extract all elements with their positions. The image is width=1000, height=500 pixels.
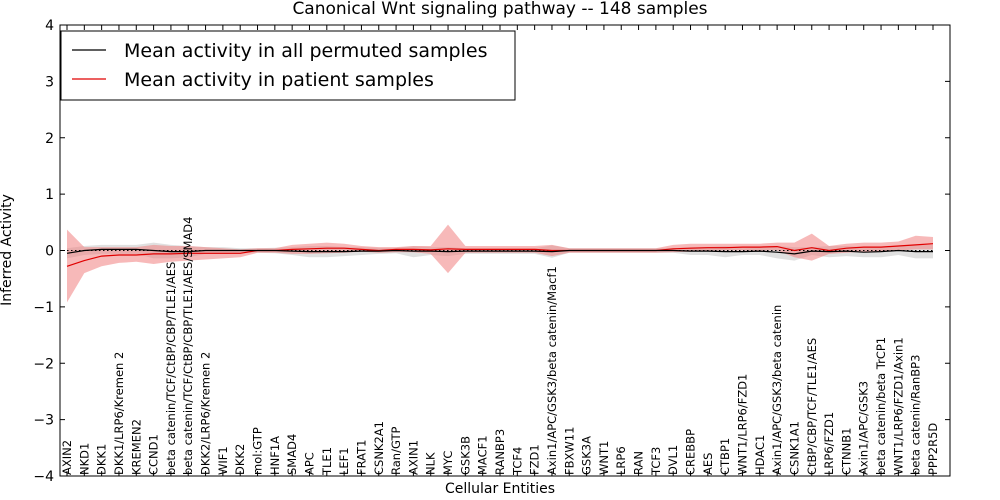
- legend-box: [60, 30, 516, 101]
- x-tick-label: SMAD4: [285, 434, 299, 475]
- x-tick-label: CCND1: [147, 434, 161, 475]
- x-tick-label: HDAC1: [753, 435, 767, 475]
- x-tick-label: CSNK2A1: [372, 421, 386, 475]
- y-tick-label: −3: [33, 413, 54, 429]
- band-series-1: [67, 224, 933, 303]
- y-tick-label: −4: [33, 469, 54, 485]
- x-tick-label: beta catenin/beta TrCP1: [874, 337, 888, 475]
- line-series-1: [66, 243, 934, 267]
- series-lines: [66, 243, 934, 267]
- x-tick-label: GSK3A: [580, 436, 594, 475]
- x-tick-label: WNT1: [597, 441, 611, 475]
- x-tick-label: FRAT1: [354, 440, 368, 475]
- x-tick-label: DKK2: [233, 444, 247, 475]
- y-tick-label: −2: [33, 356, 54, 372]
- x-tick-label: LRP6/FZD1: [822, 412, 836, 475]
- x-tick-label: AXIN1: [406, 440, 420, 475]
- x-tick-label: NLK: [424, 452, 438, 475]
- x-tick-label: CREBBP: [684, 429, 698, 475]
- x-tick-label: Axin1/APC/GSK3: [857, 381, 871, 475]
- x-tick-label: mol:GTP: [251, 427, 265, 475]
- y-tick-label: 2: [45, 131, 54, 147]
- y-tick-label: 4: [45, 18, 54, 34]
- x-tick-label: WNT1/LRP6/FZD1: [736, 374, 750, 475]
- x-tick-label: PPP2R5D: [926, 423, 940, 475]
- x-tick-label: TCF4: [510, 447, 524, 476]
- y-ticks: 4 3 2 1 0 −1 −2 −3 −4: [33, 18, 950, 485]
- line-series-0: [66, 248, 933, 255]
- x-tick-label: WIF1: [216, 446, 230, 475]
- y-axis-label: Inferred Activity: [0, 194, 15, 306]
- y-tick-label: 3: [45, 74, 54, 90]
- x-tick-label: GSK3B: [458, 436, 472, 475]
- x-tick-label: LRP6: [614, 446, 628, 475]
- x-tick-label: beta catenin/RanBP3: [909, 355, 923, 475]
- x-tick-label: AES: [701, 453, 715, 475]
- y-tick-label: −1: [33, 300, 54, 316]
- x-tick-label: CTBP1: [718, 438, 732, 475]
- x-tick-label: MACF1: [476, 435, 490, 475]
- x-tick-label: TLE1: [320, 447, 334, 476]
- x-tick-label: APC: [303, 452, 317, 475]
- x-tick-label: RAN: [632, 451, 646, 475]
- x-tick-label: KREMEN2: [129, 419, 143, 475]
- legend: Mean activity in all permuted samples Me…: [60, 30, 516, 101]
- x-tick-label: AXIN2: [60, 440, 74, 475]
- x-tick-label: beta catenin/TCF/CtBP/CBP/TLE1/AES: [164, 262, 178, 475]
- x-tick-label: NKD1: [77, 443, 91, 475]
- x-tick-label: Ran/GTP: [389, 427, 403, 475]
- chart-title: Canonical Wnt signaling pathway -- 148 s…: [292, 0, 707, 19]
- x-tick-label: CSNK1A1: [787, 421, 801, 475]
- x-tick-label: TCF3: [649, 447, 663, 476]
- x-tick-label: CtBP/CBP/TCF/TLE1/AES: [805, 338, 819, 475]
- x-tick-label: MYC: [441, 451, 455, 475]
- x-tick-label: DKK1: [95, 444, 109, 475]
- x-tick-label: RANBP3: [493, 429, 507, 475]
- legend-label-patient: Mean activity in patient samples: [124, 69, 434, 91]
- y-tick-label: 0: [45, 244, 54, 260]
- x-tick-label: DKK2/LRP6/Kremen 2: [199, 352, 213, 475]
- x-tick-label: LEF1: [337, 447, 351, 475]
- x-tick-label: HNF1A: [268, 436, 282, 475]
- x-tick-label: WNT1/LRP6/FZD1/Axin1: [891, 337, 905, 475]
- x-tick-label: DKK1/LRP6/Kremen 2: [112, 352, 126, 475]
- x-ticks: AXIN2 NKD1 DKK1 DKK1/LRP6/Kremen 2 KREMEN2 CC…: [60, 25, 940, 476]
- x-tick-label: FBXW11: [562, 427, 576, 475]
- x-tick-label: beta catenin/TCF/CtBP/CBP/TLE1/AES/SMAD4: [181, 217, 195, 475]
- x-tick-label: Axin1/APC/GSK3/beta catenin/Macf1: [545, 266, 559, 475]
- y-tick-label: 1: [45, 187, 54, 203]
- plot-frame: [59, 24, 951, 477]
- x-tick-label: DVL1: [666, 445, 680, 475]
- x-axis-label: Cellular Entities: [445, 481, 555, 497]
- x-tick-label: FZD1: [528, 444, 542, 475]
- x-tick-label: CTNNB1: [839, 428, 853, 475]
- x-tick-label: Axin1/APC/GSK3/beta catenin: [770, 305, 784, 475]
- legend-label-permuted: Mean activity in all permuted samples: [124, 40, 487, 62]
- confidence-bands: [67, 224, 933, 303]
